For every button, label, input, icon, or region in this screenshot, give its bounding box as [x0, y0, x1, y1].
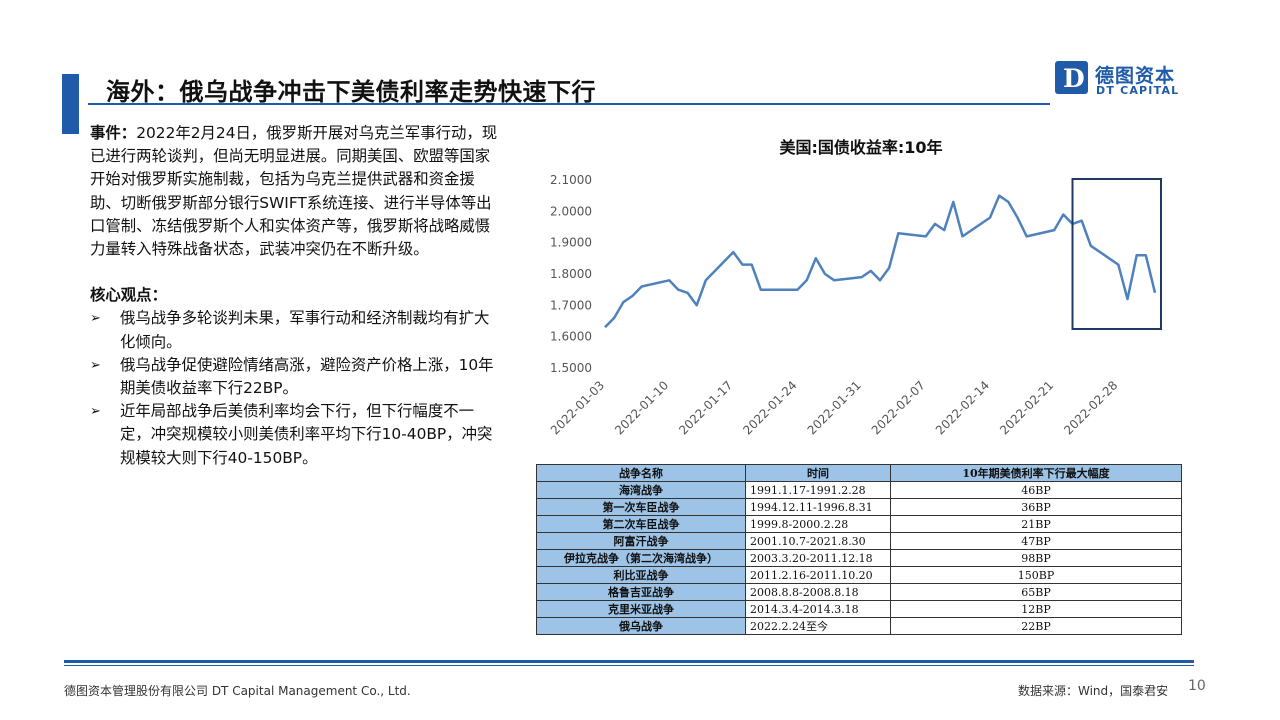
- bullet-text: 俄乌战争促使避险情绪高涨，避险资产价格上涨，10年期美债收益率下行22BP。: [120, 355, 494, 398]
- y-tick-label: 1.8000: [550, 267, 592, 281]
- war-name: 伊拉克战争（第二次海湾战争）: [536, 549, 746, 567]
- x-tick-label: 2022-01-17: [676, 378, 735, 437]
- war-name: 克里米亚战争: [536, 600, 746, 618]
- max-decline: 21BP: [890, 515, 1182, 533]
- table-row: 第一次车臣战争 1994.12.11-1996.8.31 36BP: [536, 498, 1182, 516]
- chart-title: 美国:国债收益率:10年: [779, 138, 942, 157]
- footer-source: 数据来源：Wind，国泰君安: [1018, 684, 1169, 698]
- x-tick-label: 2022-02-07: [869, 378, 928, 437]
- war-period: 2011.2.16-2011.10.20: [745, 566, 891, 584]
- war-period: 2001.10.7-2021.8.30: [745, 532, 891, 550]
- table-row: 海湾战争 1991.1.17-1991.2.28 46BP: [536, 481, 1182, 499]
- table-row: 克里米亚战争 2014.3.4-2014.3.18 12BP: [536, 600, 1182, 618]
- max-decline: 46BP: [890, 481, 1182, 499]
- war-period: 1991.1.17-1991.2.28: [745, 481, 891, 499]
- bullet-item: ➢ 俄乌战争促使避险情绪高涨，避险资产价格上涨，10年期美债收益率下行22BP。: [90, 354, 500, 400]
- war-period: 2003.3.20-2011.12.18: [745, 549, 891, 567]
- highlight-box: [1071, 178, 1162, 330]
- header-period: 时间: [745, 464, 891, 482]
- max-decline: 65BP: [890, 583, 1182, 601]
- war-yield-table: 战争名称 时间 10年期美债利率下行最大幅度 海湾战争 1991.1.17-199…: [536, 464, 1182, 635]
- max-decline: 22BP: [890, 617, 1182, 635]
- table-header-row: 战争名称 时间 10年期美债利率下行最大幅度: [536, 464, 1182, 482]
- table-row: 伊拉克战争（第二次海湾战争） 2003.3.20-2011.12.18 98BP: [536, 549, 1182, 567]
- x-tick-label: 2022-01-31: [805, 378, 864, 437]
- war-period: 1994.12.11-1996.8.31: [745, 498, 891, 516]
- max-decline: 36BP: [890, 498, 1182, 516]
- logo-name-en: DT CAPITAL: [1096, 84, 1180, 97]
- max-decline: 150BP: [890, 566, 1182, 584]
- bullet-text: 近年局部战争后美债利率均会下行，但下行幅度不一定，冲突规模较小则美债利率平均下行…: [120, 402, 493, 467]
- page-number: 10: [1188, 678, 1206, 694]
- core-label: 核心观点：: [90, 286, 167, 305]
- y-tick-label: 1.7000: [550, 298, 592, 312]
- event-label: 事件：: [90, 124, 137, 142]
- war-period: 2022.2.24至今: [745, 617, 891, 635]
- left-text-panel: 事件：2022年2月24日，俄罗斯开展对乌克兰军事行动，现已进行两轮谈判，但尚无…: [90, 122, 500, 470]
- logo-glyph: D: [1063, 64, 1085, 93]
- war-name: 第一次车臣战争: [536, 498, 746, 516]
- arrow-bullet-icon: ➢: [90, 404, 101, 420]
- header-war-name: 战争名称: [536, 464, 746, 482]
- x-tick-label: 2022-01-10: [612, 378, 671, 437]
- war-name: 海湾战争: [536, 481, 746, 499]
- header-max-decline: 10年期美债利率下行最大幅度: [890, 464, 1182, 482]
- y-tick-label: 1.5000: [550, 361, 592, 375]
- war-period: 1999.8-2000.2.28: [745, 515, 891, 533]
- page-title: 海外：俄乌战争冲击下美债利率走势快速下行: [106, 78, 596, 106]
- table-row: 俄乌战争 2022.2.24至今 22BP: [536, 617, 1182, 635]
- war-name: 格鲁吉亚战争: [536, 583, 746, 601]
- yield-series-line: [604, 194, 1157, 329]
- bullet-text: 俄乌战争多轮谈判未果，军事行动和经济制裁均有扩大化倾向。: [120, 309, 490, 351]
- bullet-item: ➢ 近年局部战争后美债利率均会下行，但下行幅度不一定，冲突规模较小则美债利率平均下…: [90, 400, 500, 470]
- bullet-item: ➢ 俄乌战争多轮谈判未果，军事行动和经济制裁均有扩大化倾向。: [90, 307, 500, 353]
- table-row: 阿富汗战争 2001.10.7-2021.8.30 47BP: [536, 532, 1182, 550]
- footer-rule-thin: [64, 665, 1194, 666]
- arrow-bullet-icon: ➢: [90, 311, 101, 327]
- x-tick-label: 2022-02-28: [1061, 378, 1120, 437]
- war-name: 利比亚战争: [536, 566, 746, 584]
- war-name: 俄乌战争: [536, 617, 746, 635]
- y-tick-label: 1.9000: [550, 236, 592, 250]
- y-tick-label: 2.1000: [550, 173, 592, 187]
- title-accent-bar: [62, 74, 79, 134]
- x-tick-label: 2022-02-14: [933, 378, 992, 437]
- event-text: 2022年2月24日，俄罗斯开展对乌克兰军事行动，现已进行两轮谈判，但尚无明显进…: [90, 124, 498, 259]
- war-period: 2014.3.4-2014.3.18: [745, 600, 891, 618]
- x-tick-label: 2022-01-24: [740, 378, 799, 437]
- dt-logo-icon: D: [1055, 61, 1088, 94]
- max-decline: 12BP: [890, 600, 1182, 618]
- footer-rule: [64, 660, 1194, 663]
- max-decline: 47BP: [890, 532, 1182, 550]
- y-tick-label: 2.0000: [550, 204, 592, 218]
- war-name: 阿富汗战争: [536, 532, 746, 550]
- yield-line-chart: 美国:国债收益率:10年 2.1000 2.0000 1.9000 1.8000 1.7…: [548, 138, 1162, 437]
- arrow-bullet-icon: ➢: [90, 357, 101, 373]
- war-name: 第二次车臣战争: [536, 515, 746, 533]
- x-tick-label: 2022-01-03: [548, 378, 607, 437]
- title-underline: [88, 103, 1050, 105]
- table-row: 第二次车臣战争 1999.8-2000.2.28 21BP: [536, 515, 1182, 533]
- war-period: 2008.8.8-2008.8.18: [745, 583, 891, 601]
- x-tick-label: 2022-02-21: [997, 378, 1056, 437]
- y-tick-label: 1.6000: [550, 330, 592, 344]
- max-decline: 98BP: [890, 549, 1182, 567]
- event-paragraph: 事件：2022年2月24日，俄罗斯开展对乌克兰军事行动，现已进行两轮谈判，但尚无…: [90, 122, 500, 261]
- footer-company: 德图资本管理股份有限公司 DT Capital Management Co., …: [64, 684, 411, 698]
- table-row: 格鲁吉亚战争 2008.8.8-2008.8.18 65BP: [536, 583, 1182, 601]
- table-row: 利比亚战争 2011.2.16-2011.10.20 150BP: [536, 566, 1182, 584]
- logo-name-cn: 德图资本: [1095, 65, 1176, 87]
